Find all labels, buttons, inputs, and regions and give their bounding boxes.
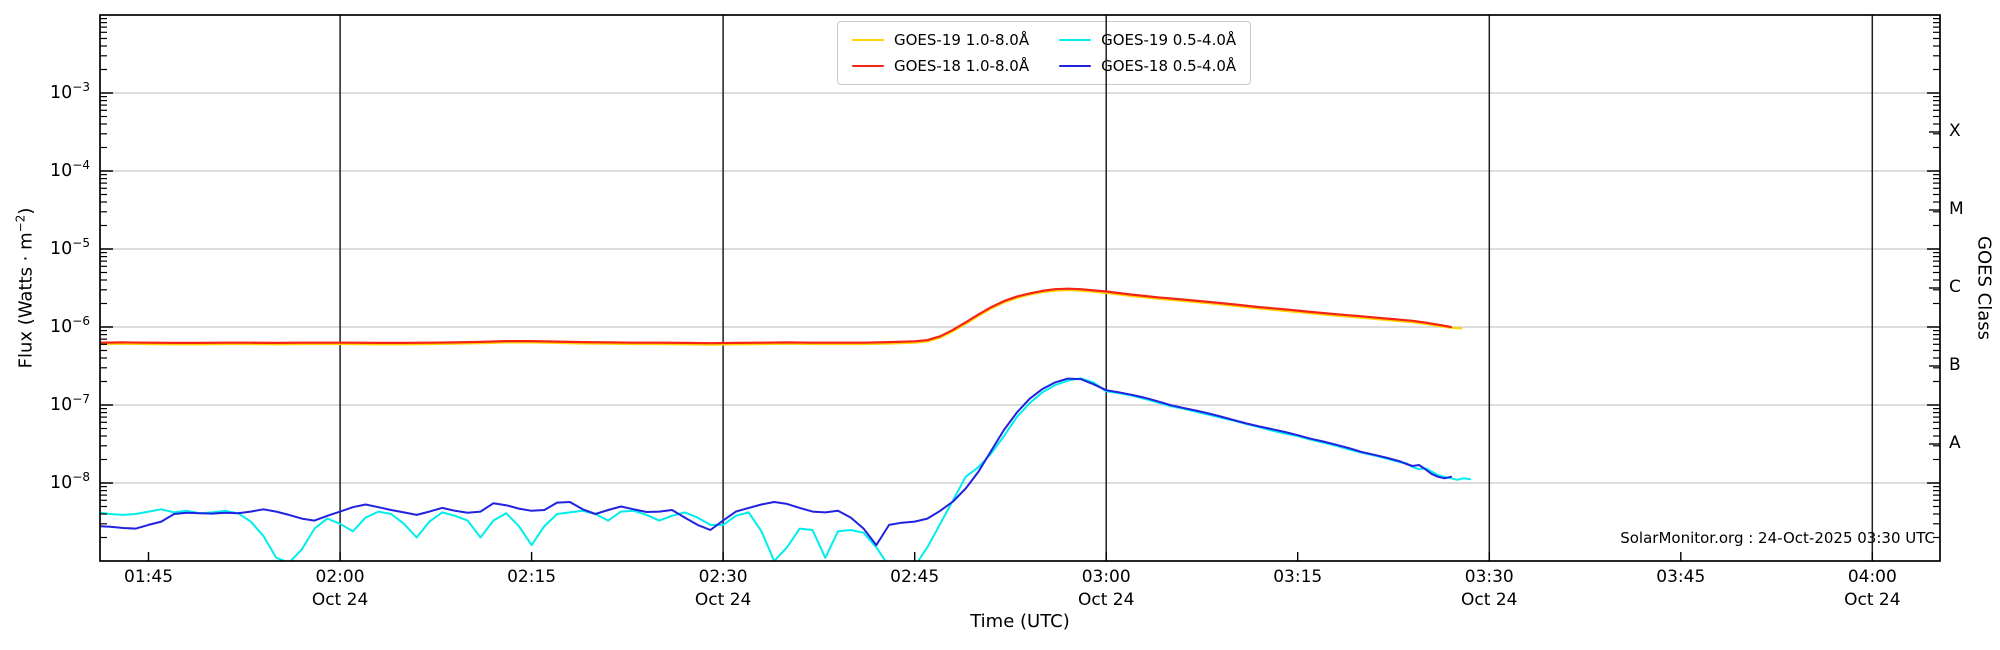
plot-frame	[99, 14, 1941, 562]
watermark: SolarMonitor.org : 24-Oct-2025 03:30 UTC	[1620, 529, 1935, 547]
series-goes18-short	[100, 377, 1452, 547]
x-tick-label: 03:15	[1273, 567, 1323, 587]
legend-label: GOES-19 0.5-4.0Å	[1101, 31, 1237, 49]
x-tick-label: 04:00	[1847, 567, 1897, 587]
x-tick-label: 03:30	[1464, 567, 1514, 587]
x-tick-sublabel: Oct 24	[1844, 590, 1901, 610]
legend-swatch-goes18-long	[852, 64, 884, 68]
x-tick-sublabel: Oct 24	[311, 590, 369, 610]
x-tick-sublabel: Oct 24	[1461, 590, 1518, 610]
x-tick-label: 02:30	[698, 567, 748, 587]
x-tick-label: 01:45	[124, 567, 174, 587]
y-tick-label: 10−7	[50, 392, 90, 415]
x-tick-sublabel: Oct 24	[694, 590, 752, 610]
y-tick-label: 10−4	[50, 158, 90, 181]
x-tick-sublabel: Oct 24	[1077, 590, 1135, 610]
series-goes18-long	[100, 287, 1453, 345]
legend-label: GOES-18 1.0-8.0Å	[894, 57, 1030, 75]
y-tick-label: 10−3	[50, 80, 90, 103]
x-tick-label: 02:00	[315, 567, 365, 587]
x-tick-label: 03:45	[1656, 567, 1706, 587]
goes-class-label: M	[1949, 199, 1964, 219]
y-tick-label: 10−6	[50, 314, 90, 337]
legend-label: GOES-18 0.5-4.0Å	[1101, 57, 1237, 75]
legend-item-goes18-long: GOES-18 1.0-8.0Å	[852, 57, 1029, 75]
y-tick-label: 10−8	[50, 470, 90, 493]
x-tick-label: 03:00	[1081, 567, 1131, 587]
legend-swatch-goes18-short	[1059, 64, 1092, 68]
goes-class-label: C	[1949, 277, 1961, 297]
y-axis-label: Flux (Watts · m−2)	[13, 207, 37, 369]
legend-item-goes19-long: GOES-19 1.0-8.0Å	[852, 31, 1029, 49]
right-axis-label: GOES Class	[1973, 236, 1995, 340]
legend-swatch-goes19-short	[1059, 38, 1092, 42]
legend: GOES-19 1.0-8.0Å GOES-18 1.0-8.0Å GOES-19 …	[837, 21, 1252, 85]
series-goes19-long	[100, 288, 1463, 346]
goes-class-label: B	[1949, 355, 1961, 375]
x-tick-label: 02:15	[507, 567, 557, 587]
x-tick-label: 02:45	[890, 567, 940, 587]
series-goes19-short	[100, 377, 1472, 561]
legend-item-goes18-short: GOES-18 0.5-4.0Å	[1059, 57, 1236, 75]
goes-class-label: A	[1949, 433, 1961, 453]
goes-class-label: X	[1949, 121, 1961, 141]
legend-item-goes19-short: GOES-19 0.5-4.0Å	[1059, 31, 1236, 49]
legend-swatch-goes19-long	[852, 38, 884, 42]
y-tick-label: 10−5	[50, 236, 90, 259]
x-axis-label: Time (UTC)	[970, 611, 1070, 632]
legend-label: GOES-19 1.0-8.0Å	[894, 31, 1030, 49]
